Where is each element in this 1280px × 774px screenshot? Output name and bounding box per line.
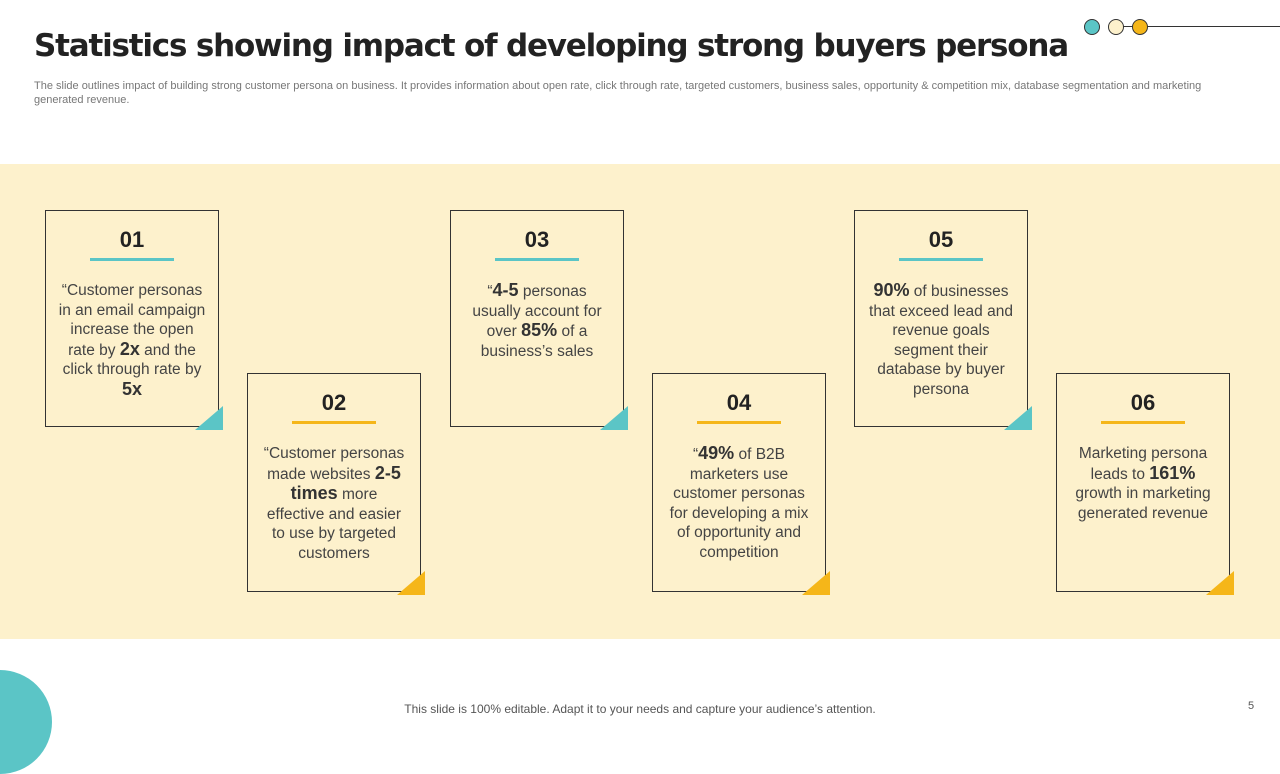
card-text: “4-5 personas usually account for over 8… xyxy=(463,280,611,361)
card-number: 02 xyxy=(321,390,347,415)
card-corner-fold xyxy=(195,406,223,430)
card-underline xyxy=(90,258,174,261)
decorative-circle xyxy=(0,670,52,774)
card-text: “49% of B2B marketers use customer perso… xyxy=(665,443,813,562)
card-underline xyxy=(697,421,781,424)
stat-card-01: 01 “Customer personas in an email campai… xyxy=(45,210,223,430)
card-underline xyxy=(899,258,983,261)
card-highlight: 2x xyxy=(119,338,140,359)
stat-card-03: 03 “4-5 personas usually account for ove… xyxy=(450,210,628,430)
card-number: 04 xyxy=(726,390,752,415)
card-corner-fold xyxy=(397,571,425,595)
card-text-part: Marketing persona leads to xyxy=(1078,445,1208,483)
card-text-part: of a business’s sales xyxy=(480,323,594,360)
card-number: 06 xyxy=(1130,390,1156,415)
card-number: 01 xyxy=(119,227,145,252)
card-highlight: 85% xyxy=(521,320,558,340)
card-text-part: “Customer personas made websites xyxy=(263,445,405,483)
card-underline xyxy=(1101,421,1185,424)
card-text-part: “ xyxy=(692,446,699,463)
card-text: 90% of businesses that exceed lead and r… xyxy=(867,280,1015,399)
cream-dot xyxy=(1108,19,1124,35)
card-text-part: of businesses that exceed lead and reven… xyxy=(869,283,1013,398)
card-highlight: 2-5 times xyxy=(290,462,401,503)
card-text-part: of B2B marketers use customer personas f… xyxy=(669,446,809,561)
stat-card-02: 02 “Customer personas made websites 2-5 … xyxy=(247,373,425,595)
card-text: “Customer personas made websites 2-5 tim… xyxy=(260,444,408,563)
card-corner-fold xyxy=(600,406,628,430)
card-corner-fold xyxy=(1004,406,1032,430)
card-text-part: “Customer personas in an email campaign … xyxy=(58,282,206,359)
slide-subtitle: The slide outlines impact of building st… xyxy=(34,80,1202,106)
card-highlight: 49% xyxy=(698,443,735,463)
slide-title: Statistics showing impact of developing … xyxy=(34,28,1069,64)
card-number: 03 xyxy=(524,227,550,252)
decorative-line xyxy=(1123,26,1280,27)
card-number: 05 xyxy=(928,227,954,252)
card-text-part: personas usually account for over xyxy=(472,283,602,340)
teal-dot xyxy=(1084,19,1100,35)
card-text-part: more effective and easier to use by targ… xyxy=(266,486,402,562)
card-highlight: 4-5 xyxy=(492,280,519,300)
card-text-part: and the click through rate by xyxy=(62,341,202,379)
card-corner-fold xyxy=(1206,571,1234,595)
card-highlight: 90% xyxy=(873,280,910,300)
page-number: 5 xyxy=(1248,700,1255,712)
card-text: “Customer personas in an email campaign … xyxy=(58,281,206,400)
stat-card-06: 06 Marketing persona leads to 161% growt… xyxy=(1056,373,1234,595)
gold-dot xyxy=(1132,19,1148,35)
card-corner-fold xyxy=(802,571,830,595)
stat-card-05: 05 90% of businesses that exceed lead an… xyxy=(854,210,1032,430)
card-text-part: “ xyxy=(487,283,493,300)
stat-card-04: 04 “49% of B2B marketers use customer pe… xyxy=(652,373,830,595)
decorative-dots xyxy=(1083,18,1280,36)
card-text-part: growth in marketing generated revenue xyxy=(1075,485,1211,522)
card-underline xyxy=(292,421,376,424)
card-underline xyxy=(495,258,579,261)
card-text: Marketing persona leads to 161% growth i… xyxy=(1069,444,1217,523)
footer-note: This slide is 100% editable. Adapt it to… xyxy=(404,702,876,716)
card-highlight: 161% xyxy=(1149,462,1196,483)
card-highlight: 5x xyxy=(121,378,143,399)
